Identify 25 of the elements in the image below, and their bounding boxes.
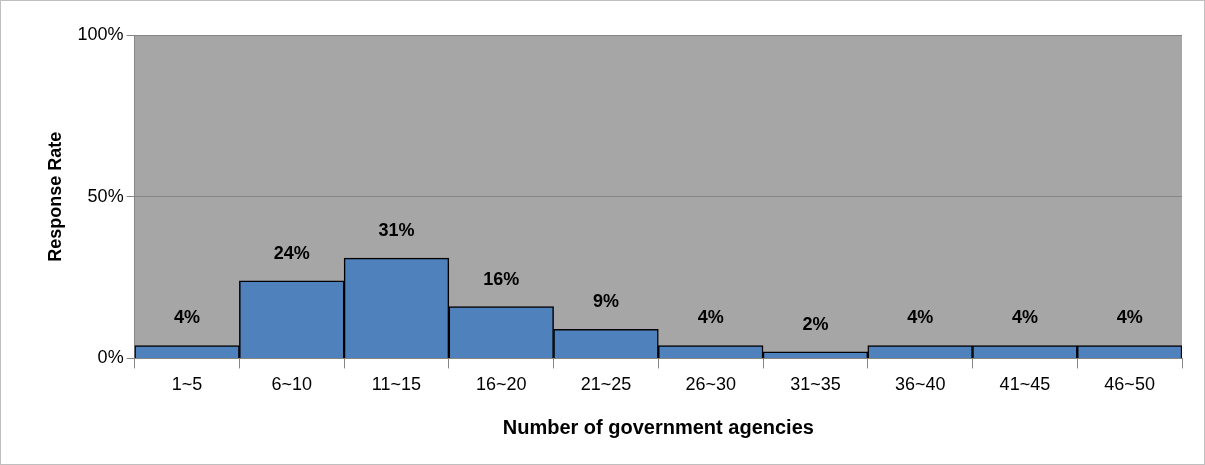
y-tick-label: 0% (97, 347, 124, 368)
data-label: 16% (483, 268, 520, 289)
x-tick-label: 31~35 (790, 374, 841, 395)
x-tick-label: 1~5 (171, 374, 203, 395)
x-tick-label: 36~40 (894, 374, 946, 395)
data-label: 24% (273, 242, 310, 263)
data-label: 4% (907, 307, 934, 328)
x-tick-label: 6~10 (271, 374, 313, 395)
x-tick-label: 21~25 (580, 374, 632, 395)
data-label: 4% (174, 307, 201, 328)
x-tick-label: 16~20 (475, 374, 527, 395)
data-label: 4% (1011, 307, 1038, 328)
x-axis-title: Number of government agencies (502, 415, 814, 438)
x-tick-label: 11~15 (371, 374, 422, 395)
x-tick-label: 46~50 (1104, 374, 1155, 395)
data-label: 31% (378, 220, 415, 241)
x-tick-label: 26~30 (685, 374, 736, 395)
data-label: 4% (1116, 307, 1143, 328)
data-label: 9% (592, 291, 619, 312)
x-tick-label: 41~45 (999, 374, 1051, 395)
data-label: 2% (802, 313, 829, 334)
y-tick-label: 100% (77, 23, 124, 44)
y-tick-label: 50% (87, 185, 124, 206)
y-axis-title: Response Rate (44, 131, 65, 262)
data-label: 4% (697, 307, 724, 328)
